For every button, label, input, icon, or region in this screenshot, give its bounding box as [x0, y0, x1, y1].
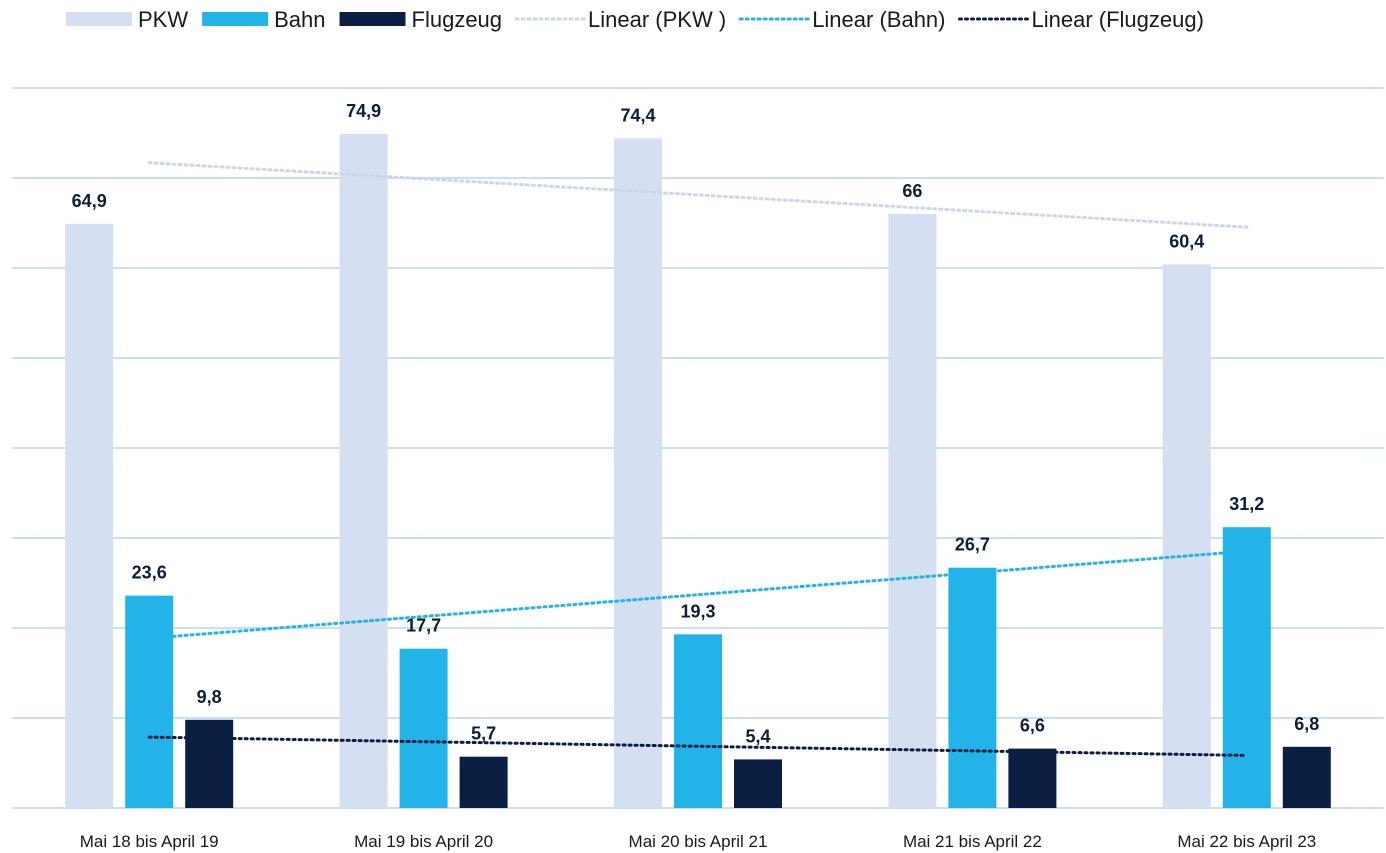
- data-label-flugzeug-5: 6,8: [1294, 714, 1319, 734]
- bar-bahn-1: [125, 595, 174, 808]
- legend-label: Flugzeug: [412, 7, 503, 32]
- data-label-flugzeug-2: 5,7: [471, 724, 496, 744]
- legend-label: Linear (PKW ): [588, 7, 726, 32]
- legend-label: PKW: [138, 7, 188, 32]
- data-label-flugzeug-4: 6,6: [1020, 716, 1045, 736]
- bars: [65, 133, 1331, 808]
- legend-label: Linear (Flugzeug): [1032, 7, 1204, 32]
- legend-swatch: [66, 12, 132, 26]
- data-labels: 64,9 74,9 74,4 66 60,4 23,6 17,7 19,3 26,7 31,2 9,…: [72, 101, 1320, 747]
- bar-pkw-3: [614, 138, 662, 808]
- data-label-bahn-5: 31,2: [1229, 494, 1264, 514]
- gridlines: [12, 87, 1384, 809]
- data-label-bahn-1: 23,6: [132, 563, 167, 583]
- trendlines: [147, 161, 1249, 757]
- category-label-2: Mai 19 bis April 20: [354, 832, 493, 851]
- legend-item-pkw: PKW: [66, 7, 188, 32]
- legend-label: Linear (Bahn): [812, 7, 945, 32]
- trendline-linear-pkw: [147, 161, 1249, 229]
- bar-pkw-1: [65, 223, 114, 808]
- data-label-pkw-5: 60,4: [1169, 231, 1204, 251]
- bar-flugzeug-4: [1008, 748, 1057, 808]
- bar-bahn-5: [1222, 527, 1271, 808]
- legend: PKW Bahn Flugzeug Linear (PKW ) Linear (Bahn…: [66, 7, 1204, 32]
- bar-flugzeug-5: [1282, 746, 1331, 808]
- legend-item-flugzeug: Flugzeug: [339, 7, 503, 32]
- legend-item-linear-pkw: Linear (PKW ): [514, 7, 726, 32]
- bar-bahn-3: [674, 634, 722, 808]
- data-label-bahn-4: 26,7: [955, 535, 990, 555]
- bar-flugzeug-1: [185, 719, 234, 808]
- bar-pkw-5: [1162, 264, 1211, 808]
- trendline-linear-flugzeug: [147, 735, 1249, 757]
- bar-bahn-2: [399, 648, 448, 808]
- data-label-pkw-3: 74,4: [620, 105, 655, 125]
- bar-flugzeug-2: [459, 756, 508, 808]
- data-label-bahn-2: 17,7: [406, 616, 441, 636]
- data-label-pkw-4: 66: [902, 181, 922, 201]
- data-label-flugzeug-1: 9,8: [197, 687, 222, 707]
- category-label-4: Mai 21 bis April 22: [903, 832, 1042, 851]
- bar-flugzeug-3: [734, 759, 782, 808]
- legend-swatch: [202, 12, 269, 26]
- category-label-1: Mai 18 bis April 19: [80, 832, 219, 851]
- trendline-linear-bahn: [147, 549, 1249, 640]
- bar-bahn-4: [948, 567, 997, 808]
- data-label-pkw-2: 74,9: [346, 101, 381, 121]
- legend-item-bahn: Bahn: [202, 7, 326, 32]
- legend-item-linear-flugzeug: Linear (Flugzeug): [958, 7, 1204, 32]
- legend-item-linear-bahn: Linear (Bahn): [738, 7, 946, 32]
- data-label-bahn-3: 19,3: [680, 601, 715, 621]
- category-label-5: Mai 22 bis April 23: [1177, 832, 1316, 851]
- data-label-pkw-1: 64,9: [72, 191, 107, 211]
- category-label-3: Mai 20 bis April 21: [629, 832, 768, 851]
- bar-pkw-2: [339, 133, 388, 808]
- legend-swatch: [339, 12, 406, 26]
- bar-pkw-4: [888, 214, 937, 808]
- category-labels: Mai 18 bis April 19 Mai 19 bis April 20 Ma…: [80, 832, 1317, 851]
- legend-label: Bahn: [274, 7, 325, 32]
- data-label-flugzeug-3: 5,4: [745, 726, 770, 746]
